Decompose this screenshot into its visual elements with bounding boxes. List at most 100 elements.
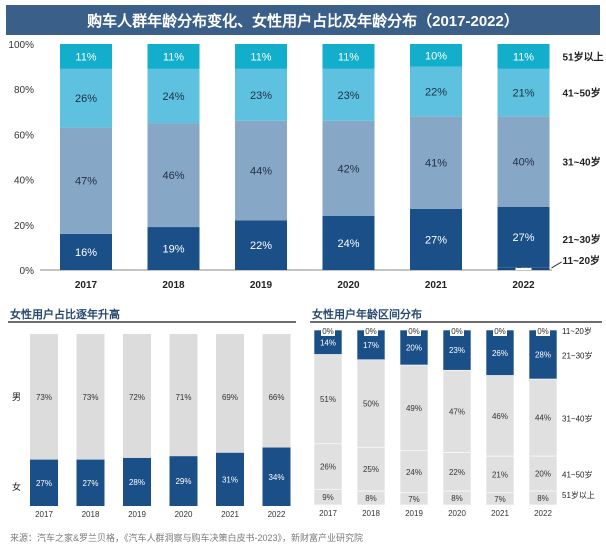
data-label: 23%	[449, 346, 465, 355]
series-label: 11~20岁	[563, 254, 601, 267]
x-tick-label: 2019	[405, 509, 423, 518]
data-label: 24%	[406, 468, 422, 477]
bar-segment	[147, 68, 200, 124]
data-label: 8%	[365, 494, 377, 503]
y-tick-label: 20%	[14, 221, 34, 232]
data-label: 0%	[537, 327, 549, 336]
series-label: 51岁以上	[562, 490, 595, 500]
female-age-chart-title: 女性用户年龄区间分布	[312, 309, 422, 321]
data-label: 27%	[36, 479, 52, 488]
bar-segment	[235, 220, 287, 270]
data-label: 27%	[425, 234, 447, 246]
data-label: 7%	[494, 495, 506, 504]
y-tick-label: 100%	[8, 40, 34, 51]
data-label: 66%	[268, 393, 284, 402]
data-label: 24%	[337, 238, 359, 250]
bar-segment	[399, 364, 429, 452]
bar-segment	[216, 334, 244, 453]
series-label: 男	[12, 392, 21, 402]
data-label: 11%	[75, 51, 96, 63]
bar-segment	[410, 208, 462, 270]
bar-segment	[410, 116, 462, 209]
x-tick-label: 2018	[82, 510, 100, 519]
y-tick-label: 40%	[14, 176, 34, 187]
data-label: 24%	[162, 91, 184, 103]
series-label: 11~20岁	[562, 326, 592, 336]
data-label: 40%	[512, 157, 534, 169]
data-label: 27%	[82, 479, 98, 488]
data-label: 41%	[425, 158, 447, 170]
data-label: 71%	[175, 393, 191, 402]
series-label: 31~40岁	[562, 414, 592, 424]
zero-label-bg	[321, 326, 335, 336]
data-label: 11%	[338, 51, 359, 63]
data-label: 7%	[408, 495, 420, 504]
data-label: 23%	[337, 90, 359, 102]
data-label: 44%	[250, 166, 272, 178]
data-label: 26%	[492, 349, 508, 358]
series-label: 女	[12, 481, 21, 492]
data-label: 46%	[162, 170, 184, 182]
bar-segment	[497, 116, 550, 207]
female-share-chart: 27% 73% 2017 27% 73% 2018 28% 72% 2019 29% 71% 2020…	[12, 334, 291, 519]
bar-segment	[147, 123, 200, 228]
x-tick-label: 2021	[221, 510, 239, 519]
female-age-title-rule	[310, 321, 602, 323]
data-label: 25%	[363, 465, 379, 474]
data-label: 16%	[75, 247, 97, 259]
data-label: 8%	[451, 494, 463, 503]
data-label: 73%	[36, 393, 52, 402]
bar-segment	[356, 329, 386, 361]
data-label: 50%	[363, 400, 379, 409]
x-tick-label: 2021	[491, 509, 509, 518]
x-tick-label: 2020	[175, 510, 193, 519]
data-label: 11%	[513, 51, 534, 63]
bar-segment	[60, 127, 112, 234]
data-label: 11%	[163, 51, 184, 63]
data-label: 28%	[129, 478, 145, 487]
data-label: 31%	[222, 475, 238, 484]
data-label: 22%	[250, 240, 272, 252]
data-label: 10%	[425, 50, 447, 62]
bar-segment	[262, 334, 291, 448]
data-label: 28%	[535, 351, 551, 360]
bar-segment	[60, 68, 112, 128]
data-label: 72%	[129, 393, 145, 402]
data-label: 46%	[492, 412, 508, 421]
data-label: 0%	[451, 327, 463, 336]
bar-segment	[60, 44, 112, 69]
series-label: 21~30岁	[562, 351, 592, 361]
bar-segment	[485, 329, 515, 376]
data-label: 73%	[82, 393, 98, 402]
bar-segment	[322, 68, 375, 121]
bar-segment	[399, 450, 429, 494]
bar-segment	[216, 452, 244, 506]
bar-segment	[76, 459, 105, 506]
bar-segment	[528, 455, 558, 492]
x-tick-label: 2017	[319, 509, 337, 518]
bar-segment	[147, 44, 200, 69]
age-distribution-chart: 0%20%40%60%80%100%0%16%47%26%11%20170%19…	[8, 40, 603, 291]
bar-segment	[322, 120, 375, 216]
data-label: 21%	[492, 470, 508, 479]
bar-segment	[497, 44, 550, 69]
zero-label-bg	[450, 326, 464, 336]
data-label: 20%	[406, 344, 422, 353]
bar-segment	[313, 354, 343, 445]
bar-segment	[235, 68, 287, 121]
data-label: 20%	[535, 470, 551, 479]
female-share-title-rule	[8, 321, 296, 323]
data-label: 26%	[75, 93, 97, 105]
data-label: 0%	[408, 327, 420, 336]
zero-label-bg	[536, 326, 550, 336]
bar-segment	[410, 66, 462, 117]
data-label: 0%	[365, 327, 377, 336]
data-label: 19%	[162, 244, 184, 256]
bar-segment	[410, 44, 462, 67]
bar-segment	[76, 334, 105, 460]
bar-segment	[322, 215, 375, 270]
data-label: 47%	[449, 407, 465, 416]
x-tick-label: 2021	[425, 280, 448, 291]
bar-segment	[30, 459, 58, 506]
bar-segment	[123, 334, 151, 458]
